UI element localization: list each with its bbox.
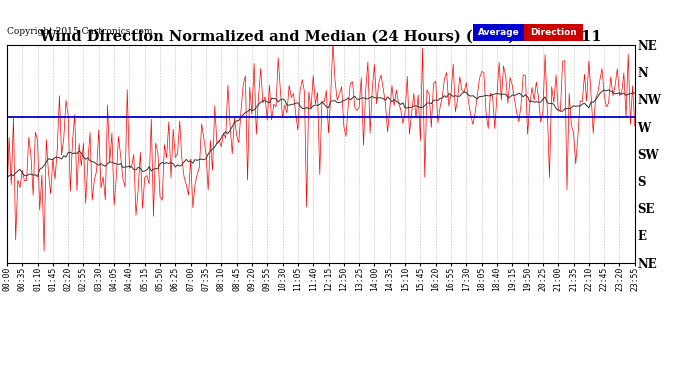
Text: Direction: Direction <box>531 28 577 37</box>
Title: Wind Direction Normalized and Median (24 Hours) (New) 20150211: Wind Direction Normalized and Median (24… <box>39 30 602 44</box>
Text: Copyright 2015 Cartronics.com: Copyright 2015 Cartronics.com <box>7 27 152 36</box>
Text: Average: Average <box>477 28 520 37</box>
